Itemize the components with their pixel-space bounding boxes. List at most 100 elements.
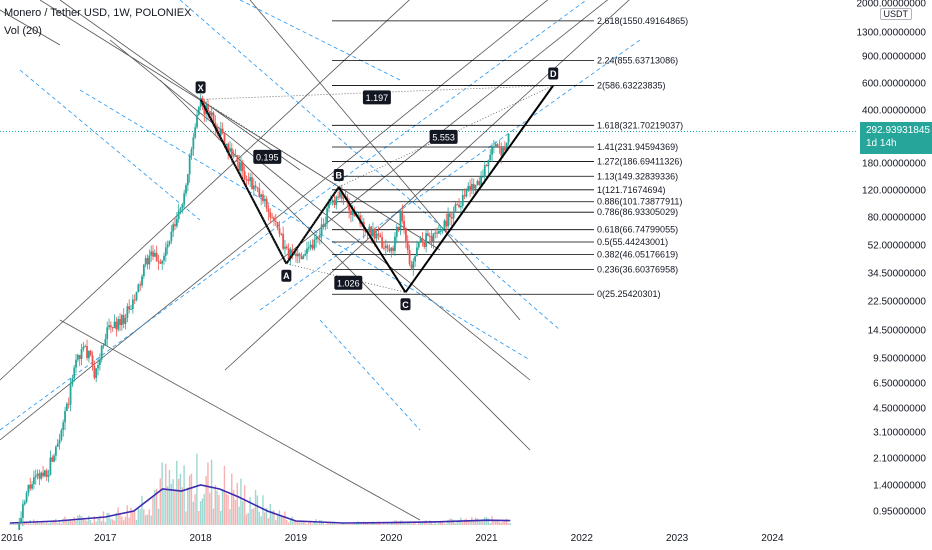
candle-body <box>496 144 499 147</box>
volume-bar <box>493 520 495 525</box>
price-tick-label: 900.00000000 <box>862 51 926 63</box>
volume-bar <box>60 523 63 525</box>
volume-bar <box>143 509 145 525</box>
volume-bar <box>309 520 312 525</box>
candle-body <box>282 233 285 249</box>
candle-body <box>197 106 200 115</box>
candle-body <box>131 299 134 309</box>
time-axis[interactable]: 2016 2017 2018 2019 2020 2021 2022 2023 2024 <box>0 530 932 550</box>
candle-body <box>498 146 501 148</box>
candle-body <box>428 235 431 237</box>
volume-bar <box>458 520 460 525</box>
volume-bar <box>111 519 114 525</box>
candle-body <box>392 247 395 251</box>
currency-badge[interactable]: USDT <box>879 8 912 20</box>
volume-bar <box>174 490 176 525</box>
candle-body <box>324 223 327 227</box>
candle-body <box>256 187 259 189</box>
volume-bar <box>502 521 504 525</box>
volume-bar <box>374 523 376 525</box>
candle-body <box>452 211 455 219</box>
price-tick-label: 2.10000000 <box>873 453 926 465</box>
volume-bar <box>408 522 411 525</box>
volume-bar <box>280 515 282 525</box>
candle-body <box>60 430 63 440</box>
pattern-leg <box>337 186 407 293</box>
candle-body <box>144 258 147 265</box>
volume-bar <box>170 483 172 525</box>
volume-bar <box>385 524 387 525</box>
volume-bar <box>106 512 108 525</box>
candle-body <box>467 186 470 191</box>
symbol-title[interactable]: Monero / Tether USD, 1W, POLONIEX <box>4 7 192 19</box>
fib-level-label: 0.886(101.73877911) <box>597 197 682 207</box>
volume-bar <box>168 469 171 525</box>
candle-body <box>460 205 462 208</box>
volume-bar <box>427 523 429 525</box>
candle-body <box>175 219 178 227</box>
candle-body <box>280 233 283 235</box>
volume-bar <box>247 512 249 525</box>
candle-body <box>152 251 154 257</box>
volume-bar <box>251 509 253 525</box>
volume-bar <box>304 521 306 525</box>
volume-bar <box>405 523 407 525</box>
ratio-label: 1.197 <box>366 93 389 103</box>
candle-body <box>212 112 215 123</box>
volume-bar <box>350 524 352 525</box>
candle-body <box>494 144 497 147</box>
candle-body <box>318 235 321 238</box>
volume-bar <box>110 518 112 525</box>
candle-body <box>373 229 376 239</box>
candle-body <box>150 251 153 256</box>
price-tick-label: 180.00000000 <box>862 158 926 170</box>
time-tick-label: 2019 <box>284 533 308 544</box>
candle-body <box>384 245 387 248</box>
candle-body <box>328 203 330 209</box>
volume-bar <box>238 506 240 525</box>
volume-bar <box>379 522 381 525</box>
volume-bar <box>469 521 471 525</box>
volume-bar <box>9 522 11 525</box>
volume-bar <box>381 524 383 525</box>
channel-line <box>109 39 531 381</box>
candle-body <box>117 319 120 330</box>
candle-body <box>230 148 233 157</box>
volume-bar <box>146 514 149 525</box>
volume-bar <box>77 515 79 525</box>
volume-bar <box>390 522 392 525</box>
volume-bar <box>82 517 85 525</box>
candle-body <box>399 210 402 230</box>
price-tick-label: 1.40000000 <box>873 480 926 492</box>
candle-body <box>161 260 164 264</box>
volume-bar <box>62 518 64 525</box>
candle-body <box>274 221 277 223</box>
candle-body <box>229 148 231 152</box>
volume-bar <box>386 522 389 525</box>
price-axis[interactable]: USDT 2000.00000000 1300.00000000 900.00000… <box>856 0 932 530</box>
volume-bar <box>286 519 288 525</box>
candle-body <box>137 284 140 292</box>
volume-indicator-title[interactable]: Vol (20) <box>4 25 42 37</box>
candle-body <box>89 350 92 356</box>
ratio-badge <box>334 275 363 290</box>
volume-bar <box>232 490 235 525</box>
candle-body <box>285 246 288 249</box>
volume-bar <box>443 523 446 525</box>
volume-bar <box>88 515 90 525</box>
candle-body <box>315 237 318 240</box>
volume-bar <box>414 521 416 525</box>
candle-body <box>159 261 162 264</box>
candle-body <box>153 252 156 257</box>
volume-bar <box>154 489 156 525</box>
candle-body <box>42 472 44 477</box>
price-tick-label: 34.50000000 <box>867 268 926 280</box>
candle-body <box>313 239 316 249</box>
volume-bar <box>205 476 207 525</box>
volume-bar <box>245 514 248 525</box>
candle-body <box>436 232 438 234</box>
volume-bar <box>51 521 53 525</box>
pattern-point-label: B <box>336 171 343 181</box>
candle-body <box>148 255 151 265</box>
